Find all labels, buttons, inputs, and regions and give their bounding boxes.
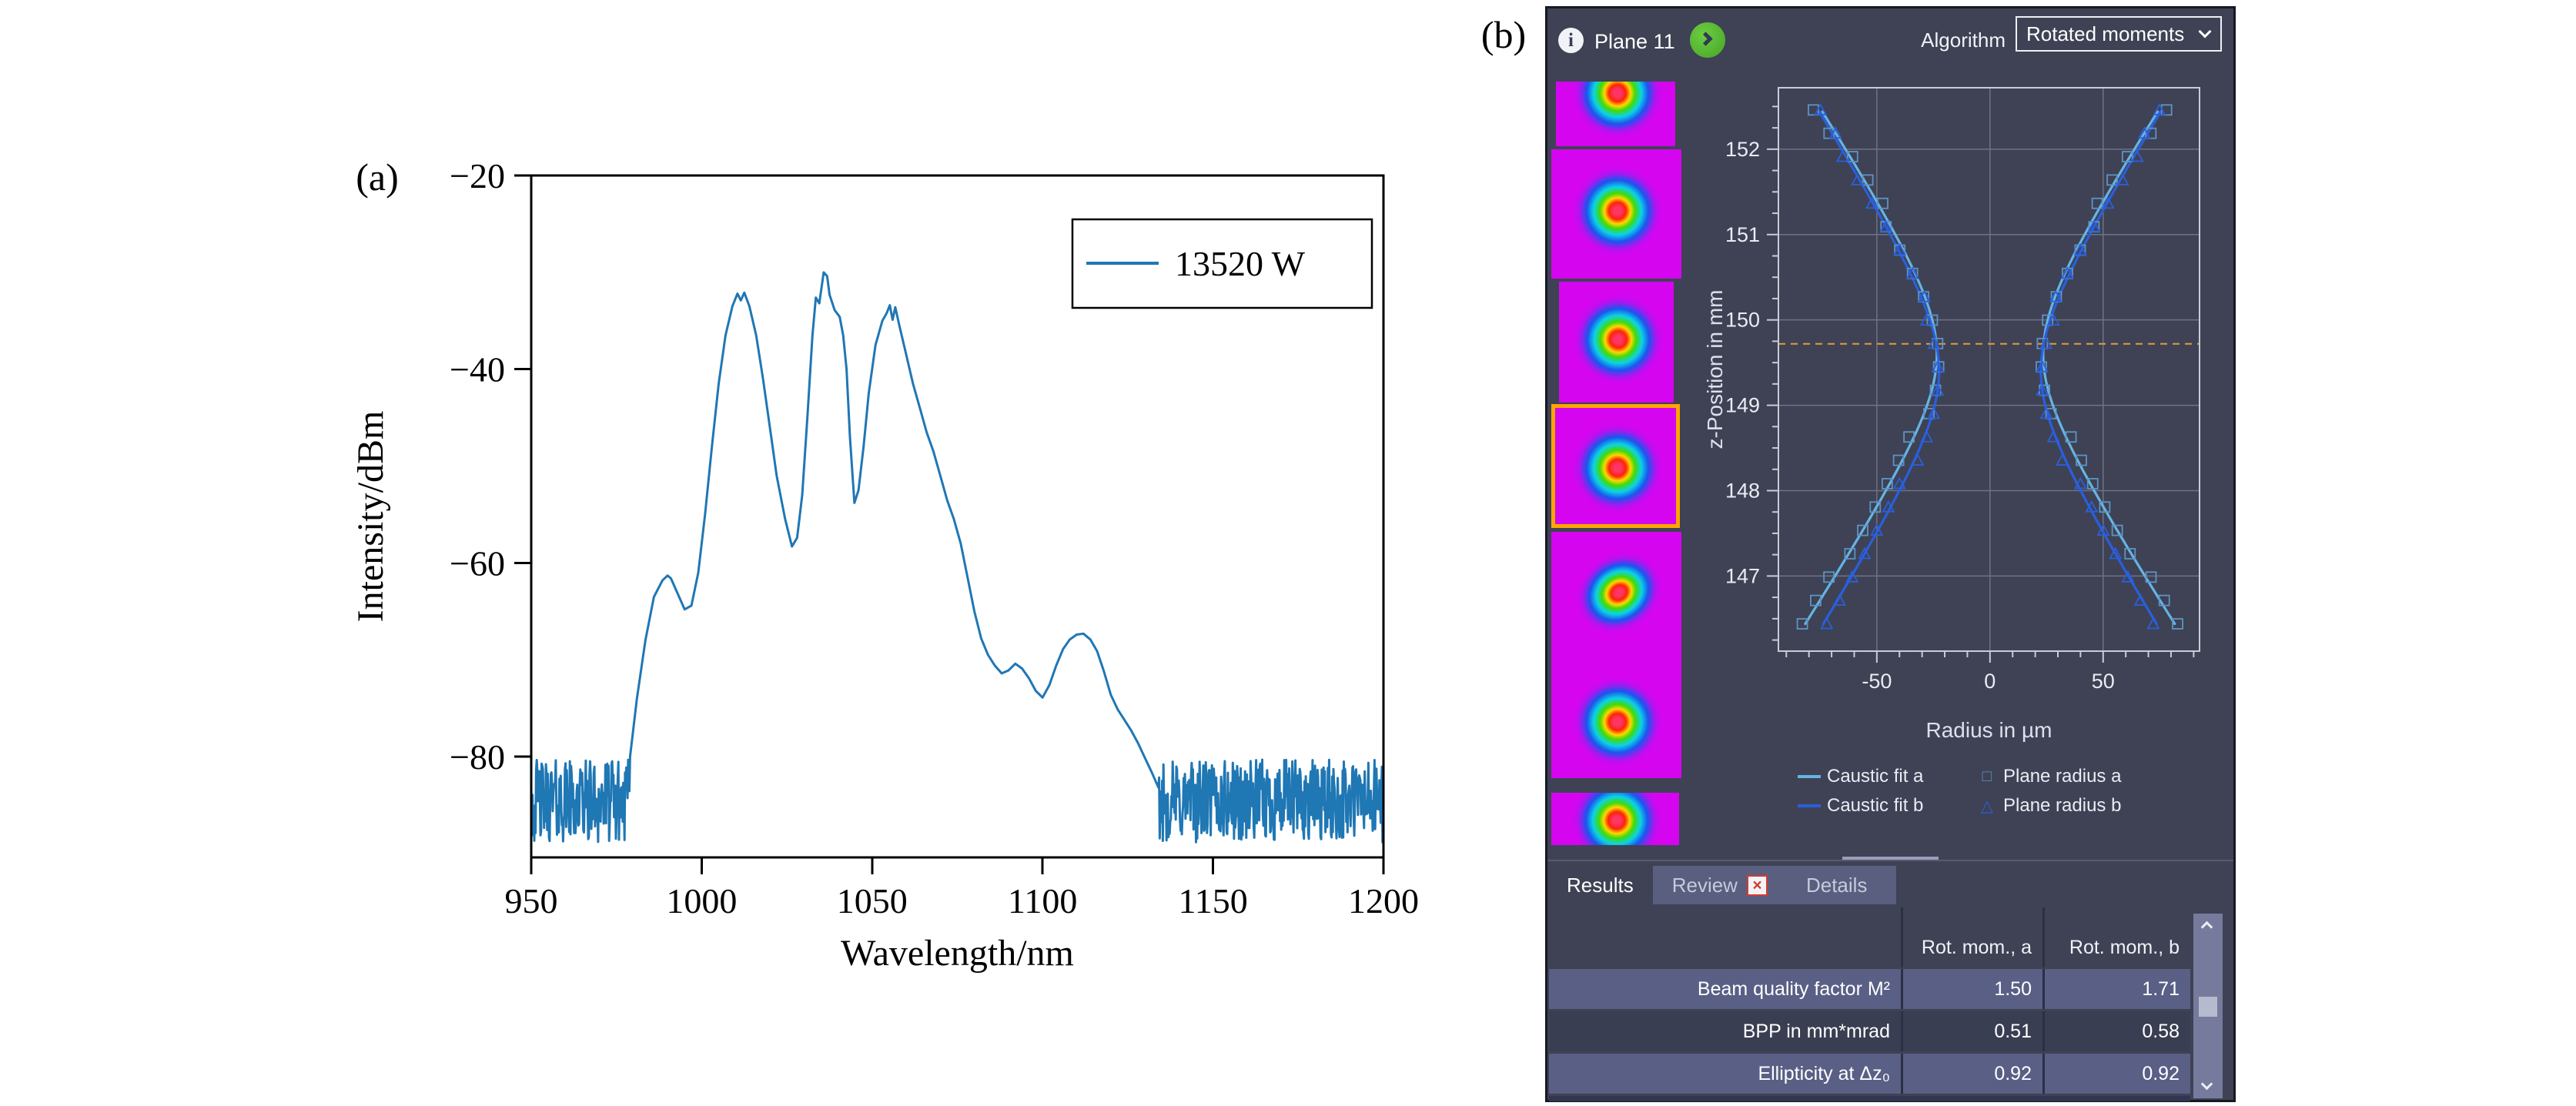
legend-entry: Caustic fit a	[1827, 766, 1924, 787]
row-label: BPP in mm*mrad	[1742, 1021, 1890, 1042]
panel-b-label: (b)	[1481, 13, 1526, 56]
legend-line-swatch	[1798, 804, 1821, 807]
info-icon[interactable]: i	[1558, 28, 1584, 53]
splitter[interactable]	[1547, 857, 2233, 863]
panel-a-label: (a)	[356, 155, 399, 199]
legend-entry: Caustic fit b	[1827, 795, 1924, 816]
beam-profile-thumbnail[interactable]	[1551, 655, 1681, 778]
beam-profile-thumbnail[interactable]	[1551, 793, 1679, 845]
table-row: Ellipticity at Δz₀ 0.92 0.92	[1549, 1054, 2190, 1094]
beam-profile-thumbnail[interactable]	[1551, 149, 1681, 279]
x-tick-label: 950	[505, 881, 558, 921]
beam-profile-thumbnail[interactable]	[1551, 532, 1681, 655]
legend-entry: 13520 W	[1175, 244, 1306, 283]
splitter-line	[1547, 860, 2233, 861]
value-b: 0.58	[2042, 1011, 2190, 1051]
x-tick-label: 1150	[1178, 881, 1247, 921]
x-axis-label: Wavelength/nm	[841, 933, 1074, 974]
y-tick-label: −20	[450, 156, 505, 195]
table-row: Beam quality factor M² 1.50 1.71	[1549, 969, 2190, 1009]
tab-label: Results	[1567, 874, 1634, 897]
scroll-down-button[interactable]	[2193, 1075, 2223, 1097]
beam-profiler-panel: i Plane 11 Algorithm Rotated moments Cau…	[1545, 6, 2236, 1102]
beam-spot	[1567, 418, 1668, 518]
x-tick-label: 1050	[837, 881, 908, 921]
splitter-grip	[1842, 857, 1939, 860]
y-tick-label: −60	[450, 543, 505, 583]
x-tick-label: 1100	[1008, 881, 1077, 921]
y-tick-label: −40	[450, 350, 505, 389]
algorithm-select[interactable]: Rotated moments	[2016, 16, 2222, 52]
beam-profile-thumbnail[interactable]	[1556, 82, 1675, 146]
square-marker-icon: □	[1982, 767, 1992, 785]
tab-label: Details	[1805, 874, 1868, 897]
results-table-header: Rot. mom., a Rot. mom., b	[1549, 907, 2190, 967]
tab-label: Review	[1671, 874, 1738, 897]
beam-spot	[1567, 82, 1668, 143]
scrollbar-thumb[interactable]	[2199, 997, 2217, 1017]
table-row: BPP in mm*mrad 0.51 0.58	[1549, 1011, 2190, 1051]
column-header: Rot. mom., a	[1901, 907, 2042, 967]
beam-spot	[1554, 532, 1681, 655]
value-a: 1.50	[1901, 969, 2042, 1009]
algorithm-value: Rotated moments	[2026, 22, 2185, 45]
beam-profile-thumbnail[interactable]	[1559, 282, 1674, 403]
row-label: Ellipticity at Δz₀	[1758, 1063, 1890, 1084]
scroll-up-button[interactable]	[2193, 915, 2223, 937]
column-header: Rot. mom., b	[2042, 907, 2190, 967]
tab-bar: Results Review × Details	[1547, 866, 1896, 904]
chevron-down-icon	[2200, 1078, 2213, 1091]
tab-review[interactable]: Review ×	[1653, 866, 1787, 904]
scrollbar[interactable]	[2193, 914, 2223, 1098]
legend-entry: Plane radius a	[2003, 766, 2122, 787]
x-tick-label: 1000	[666, 881, 737, 921]
beam-spot	[1567, 672, 1668, 772]
next-plane-button[interactable]	[1690, 22, 1725, 58]
beam-spot	[1567, 161, 1668, 261]
spectrum-legend: 13520 W	[1071, 218, 1373, 309]
column-header-empty	[1549, 907, 1901, 967]
legend-line-swatch	[1798, 775, 1821, 778]
algorithm-label: Algorithm	[1921, 28, 2006, 52]
results-table: Beam quality factor M² 1.50 1.71 BPP in mm*…	[1549, 969, 2190, 1094]
beam-spot	[1568, 289, 1668, 389]
table-filler	[1549, 1096, 2190, 1101]
thumbnail-strip	[1547, 8, 2233, 1100]
tab-details[interactable]: Details	[1787, 866, 1886, 904]
beam-spot	[1567, 793, 1667, 845]
beam-profile-thumbnail-selected[interactable]	[1551, 404, 1680, 528]
row-label: Beam quality factor M²	[1697, 978, 1890, 1000]
spectrum-axes: 950 1000 1050 1100 1150 1200 −20 −40 −60 −80 Wavel…	[350, 156, 1419, 974]
y-axis-label: Intensity/dBm	[350, 411, 391, 623]
spectrum-series	[530, 271, 1385, 844]
y-tick-label: −80	[450, 737, 505, 777]
value-a: 0.92	[1901, 1054, 2042, 1094]
legend-entry: Plane radius b	[2003, 795, 2122, 816]
triangle-marker-icon: △	[1980, 797, 1994, 815]
value-b: 0.92	[2042, 1054, 2190, 1094]
x-tick-label: 1200	[1348, 881, 1419, 921]
chevron-up-icon	[2200, 921, 2213, 934]
review-error-icon: ×	[1746, 874, 1768, 896]
value-a: 0.51	[1901, 1011, 2042, 1051]
plane-label: Plane 11	[1594, 30, 1675, 53]
value-b: 1.71	[2042, 969, 2190, 1009]
tab-results[interactable]: Results	[1547, 866, 1653, 904]
